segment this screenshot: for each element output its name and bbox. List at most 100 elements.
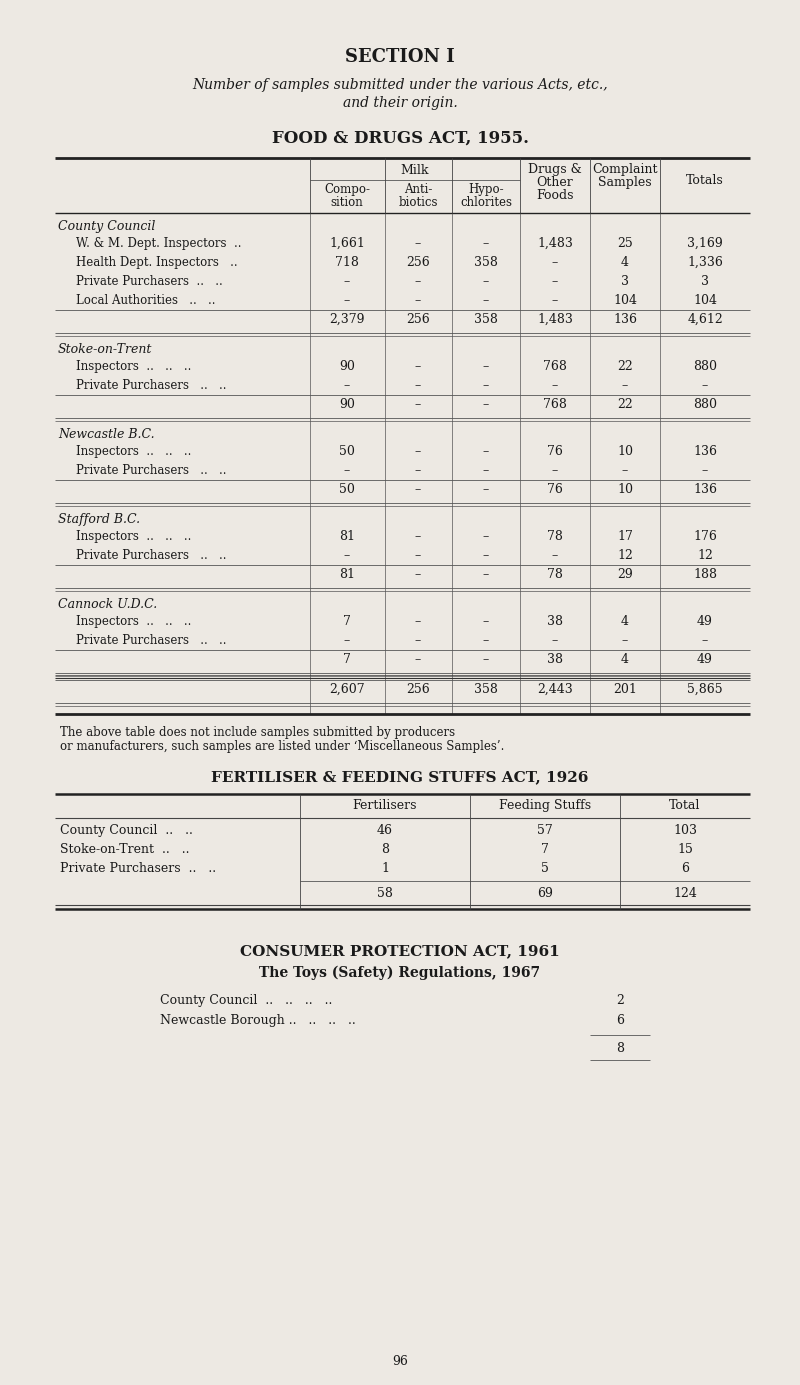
Text: 22: 22 [617, 360, 633, 373]
Text: 880: 880 [693, 397, 717, 411]
Text: –: – [622, 464, 628, 476]
Text: 103: 103 [673, 824, 697, 837]
Text: Inspectors  ..   ..   ..: Inspectors .. .. .. [76, 445, 191, 458]
Text: Inspectors  ..   ..   ..: Inspectors .. .. .. [76, 360, 191, 373]
Text: 5,865: 5,865 [687, 683, 723, 697]
Text: 76: 76 [547, 483, 563, 496]
Text: –: – [483, 445, 489, 458]
Text: 3: 3 [621, 276, 629, 288]
Text: 46: 46 [377, 824, 393, 837]
Text: –: – [415, 464, 421, 476]
Text: Feeding Stuffs: Feeding Stuffs [499, 799, 591, 812]
Text: biotics: biotics [398, 197, 438, 209]
Text: –: – [415, 530, 421, 543]
Text: 718: 718 [335, 256, 359, 269]
Text: Inspectors  ..   ..   ..: Inspectors .. .. .. [76, 615, 191, 627]
Text: 57: 57 [537, 824, 553, 837]
Text: 49: 49 [697, 615, 713, 627]
Text: Private Purchasers  ..   ..: Private Purchasers .. .. [60, 861, 216, 875]
Text: 6: 6 [616, 1014, 624, 1028]
Text: 38: 38 [547, 652, 563, 666]
Text: 201: 201 [613, 683, 637, 697]
Text: –: – [483, 483, 489, 496]
Text: 358: 358 [474, 256, 498, 269]
Text: Number of samples submitted under the various Acts, etc.,: Number of samples submitted under the va… [192, 78, 608, 91]
Text: 4,612: 4,612 [687, 313, 723, 325]
Text: –: – [483, 294, 489, 307]
Text: FOOD & DRUGS ACT, 1955.: FOOD & DRUGS ACT, 1955. [271, 130, 529, 147]
Text: –: – [415, 445, 421, 458]
Text: Private Purchasers   ..   ..: Private Purchasers .. .. [76, 379, 226, 392]
Text: Cannock U.D.C.: Cannock U.D.C. [58, 598, 158, 611]
Text: 22: 22 [617, 397, 633, 411]
Text: 7: 7 [541, 843, 549, 856]
Text: 104: 104 [693, 294, 717, 307]
Text: 50: 50 [339, 483, 355, 496]
Text: 256: 256 [406, 256, 430, 269]
Text: Newcastle Borough ..   ..   ..   ..: Newcastle Borough .. .. .. .. [160, 1014, 356, 1028]
Text: Stoke-on-Trent  ..   ..: Stoke-on-Trent .. .. [60, 843, 190, 856]
Text: Complaint: Complaint [592, 163, 658, 176]
Text: Private Purchasers   ..   ..: Private Purchasers .. .. [76, 634, 226, 647]
Text: –: – [415, 237, 421, 251]
Text: 768: 768 [543, 360, 567, 373]
Text: –: – [483, 615, 489, 627]
Text: –: – [702, 464, 708, 476]
Text: 25: 25 [617, 237, 633, 251]
Text: 2,443: 2,443 [537, 683, 573, 697]
Text: 4: 4 [621, 652, 629, 666]
Text: –: – [344, 276, 350, 288]
Text: Other: Other [537, 176, 574, 188]
Text: 78: 78 [547, 568, 563, 580]
Text: Newcastle B.C.: Newcastle B.C. [58, 428, 154, 440]
Text: 8: 8 [381, 843, 389, 856]
Text: County Council  ..   ..   ..   ..: County Council .. .. .. .. [160, 994, 332, 1007]
Text: 3: 3 [701, 276, 709, 288]
Text: Private Purchasers  ..   ..: Private Purchasers .. .. [76, 276, 222, 288]
Text: –: – [344, 379, 350, 392]
Text: –: – [552, 548, 558, 562]
Text: 1: 1 [381, 861, 389, 875]
Text: 3,169: 3,169 [687, 237, 723, 251]
Text: –: – [483, 530, 489, 543]
Text: 90: 90 [339, 360, 355, 373]
Text: 17: 17 [617, 530, 633, 543]
Text: Total: Total [670, 799, 701, 812]
Text: 96: 96 [392, 1355, 408, 1368]
Text: Stafford B.C.: Stafford B.C. [58, 512, 140, 526]
Text: Stoke-on-Trent: Stoke-on-Trent [58, 343, 152, 356]
Text: –: – [552, 634, 558, 647]
Text: –: – [552, 276, 558, 288]
Text: FERTILISER & FEEDING STUFFS ACT, 1926: FERTILISER & FEEDING STUFFS ACT, 1926 [211, 770, 589, 784]
Text: –: – [483, 397, 489, 411]
Text: –: – [552, 464, 558, 476]
Text: W. & M. Dept. Inspectors  ..: W. & M. Dept. Inspectors .. [76, 237, 242, 251]
Text: or manufacturers, such samples are listed under ‘Miscellaneous Samples’.: or manufacturers, such samples are liste… [60, 740, 504, 753]
Text: –: – [344, 294, 350, 307]
Text: –: – [483, 237, 489, 251]
Text: 6: 6 [681, 861, 689, 875]
Text: –: – [344, 548, 350, 562]
Text: 38: 38 [547, 615, 563, 627]
Text: Milk: Milk [401, 163, 430, 177]
Text: Drugs &: Drugs & [528, 163, 582, 176]
Text: 136: 136 [693, 445, 717, 458]
Text: 188: 188 [693, 568, 717, 580]
Text: –: – [552, 379, 558, 392]
Text: 12: 12 [697, 548, 713, 562]
Text: –: – [415, 379, 421, 392]
Text: –: – [483, 464, 489, 476]
Text: chlorites: chlorites [460, 197, 512, 209]
Text: –: – [552, 294, 558, 307]
Text: –: – [415, 294, 421, 307]
Text: 256: 256 [406, 683, 430, 697]
Text: –: – [552, 256, 558, 269]
Text: –: – [415, 397, 421, 411]
Text: –: – [622, 379, 628, 392]
Text: 10: 10 [617, 483, 633, 496]
Text: 49: 49 [697, 652, 713, 666]
Text: –: – [344, 634, 350, 647]
Text: Local Authorities   ..   ..: Local Authorities .. .. [76, 294, 215, 307]
Text: 176: 176 [693, 530, 717, 543]
Text: 8: 8 [616, 1042, 624, 1055]
